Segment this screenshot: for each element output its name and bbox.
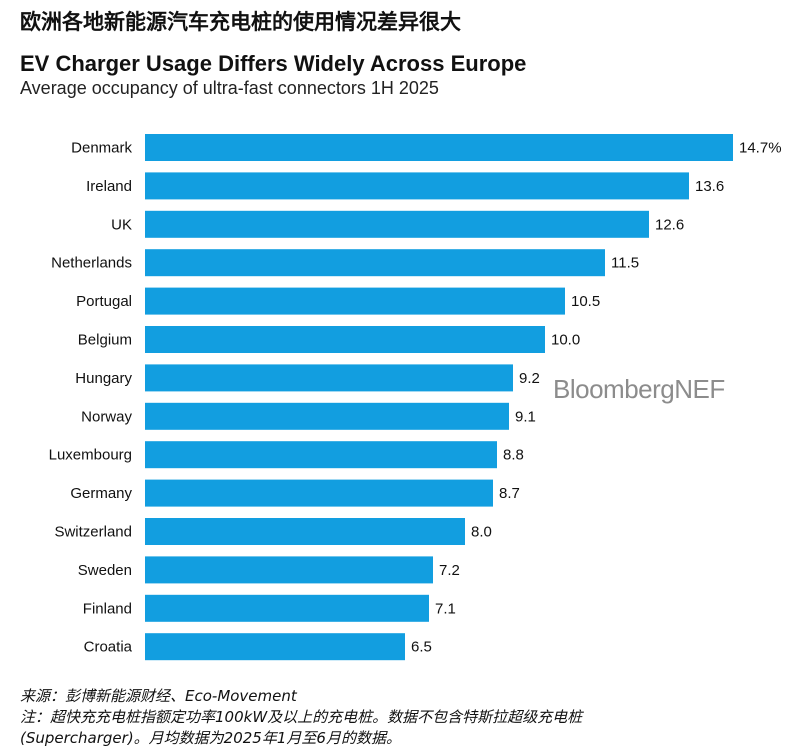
footer-notes: 来源：彭博新能源财经、Eco-Movement 注：超快充充电桩指额定功率100… [20,686,790,749]
value-label: 10.0 [551,332,580,349]
bar [145,326,545,353]
bar [145,479,493,507]
category-label: Portugal [76,293,132,310]
category-label: UK [111,216,132,233]
category-label: Croatia [84,639,133,656]
category-label: Norway [81,408,132,425]
bar [145,402,509,430]
bar [145,249,605,277]
bar [145,633,405,661]
chart-subtitle: Average occupancy of ultra-fast connecto… [20,78,439,98]
bar [145,594,429,622]
bar [145,172,689,200]
value-label: 8.0 [471,524,492,541]
value-label: 7.1 [435,600,456,617]
bloombergnef-watermark: BloombergNEF [553,374,725,404]
category-label: Belgium [78,332,132,349]
bar [145,287,565,315]
category-label: Hungary [75,370,132,387]
chart-title: EV Charger Usage Differs Widely Across E… [20,51,527,76]
bar [145,441,497,469]
category-label: Luxembourg [49,447,132,464]
category-label: Finland [83,600,132,617]
category-label: Denmark [71,140,132,157]
value-label: 12.6 [655,216,684,233]
category-label: Sweden [78,562,132,579]
bar [145,134,733,161]
value-label: 7.2 [439,562,460,579]
value-label: 9.2 [519,370,540,387]
bar-chart: Denmark 14.7% Ireland 13.6 UK 12.6 Netherlands… [49,134,782,661]
value-label: 13.6 [695,178,724,195]
bar [145,364,513,392]
bar [145,556,433,584]
bar [145,518,465,545]
category-label: Switzerland [54,524,132,541]
value-label: 6.5 [411,639,432,656]
category-label: Germany [70,485,132,502]
value-label: 9.1 [515,408,536,425]
value-label: 11.5 [611,255,639,272]
chinese-heading: 欧洲各地新能源汽车充电桩的使用情况差异很大 [20,10,461,34]
category-label: Netherlands [51,255,132,272]
footnote-line-2: (Supercharger)。月均数据为2025年1月至6月的数据。 [20,729,401,747]
value-label: 14.7% [739,140,782,157]
value-label: 8.7 [499,485,520,502]
footnote-line-1: 注：超快充充电桩指额定功率100kW及以上的充电桩。数据不包含特斯拉超级充电桩 [20,708,583,726]
category-label: Ireland [86,178,132,195]
source-note: 来源：彭博新能源财经、Eco-Movement [20,687,297,705]
bar [145,210,649,238]
value-label: 10.5 [571,293,600,310]
value-label: 8.8 [503,447,524,464]
